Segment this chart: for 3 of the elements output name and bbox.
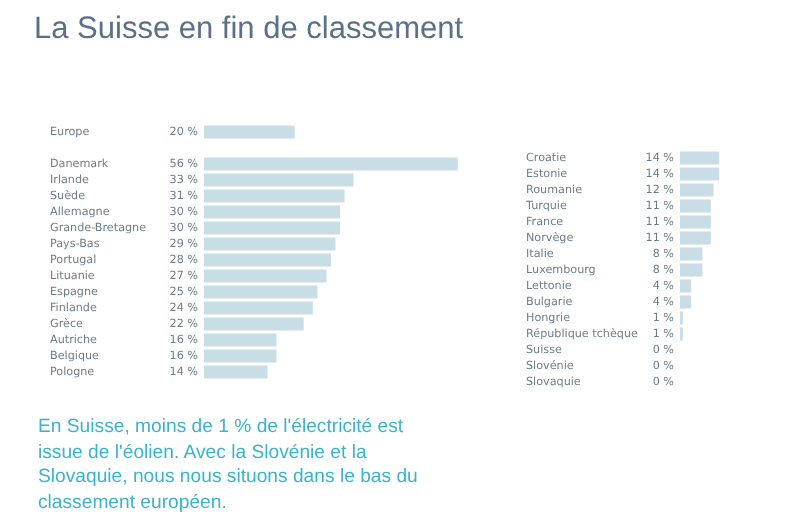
bar (204, 125, 295, 139)
text: En Suisse, moins de 1 % de l'électricité est issue de l'éolien. Avec la Slovénie et la Slovaquie, nous nous situons dans le bas du classement européen. (38, 416, 420, 516)
chart-title: La Suisse en fin de classement (34, 12, 464, 48)
